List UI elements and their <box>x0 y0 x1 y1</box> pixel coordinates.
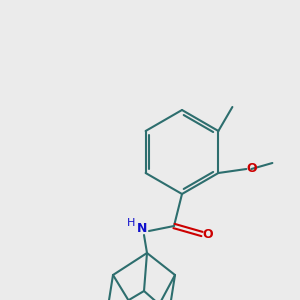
Text: N: N <box>137 221 147 235</box>
Text: H: H <box>127 218 135 228</box>
Text: O: O <box>203 227 213 241</box>
Text: O: O <box>246 161 257 175</box>
